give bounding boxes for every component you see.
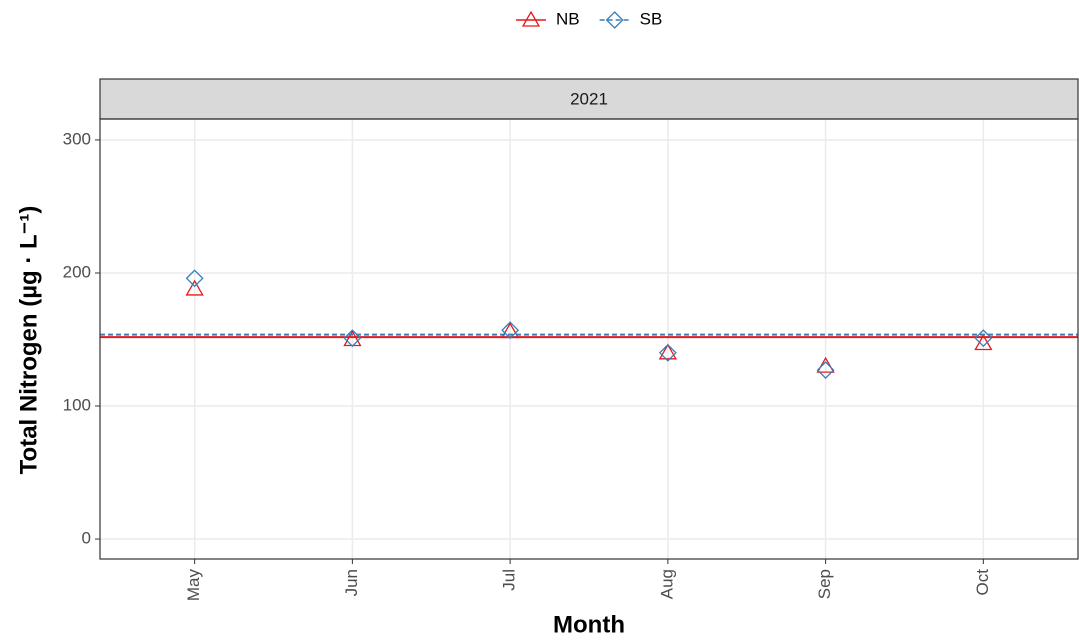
x-tick-label: Jul <box>500 569 519 591</box>
y-tick-label: 200 <box>63 262 91 281</box>
y-axis-title: Total Nitrogen (µg · L⁻¹) <box>15 206 42 475</box>
marker <box>605 11 624 29</box>
y-tick-label: 100 <box>63 395 91 414</box>
panel-label: 2021 <box>570 89 608 108</box>
x-tick-label: Oct <box>973 569 992 596</box>
legend-label: SB <box>640 9 663 28</box>
marker <box>658 343 677 362</box>
x-tick-label: Sep <box>815 569 834 599</box>
x-axis-title: Month <box>553 611 625 638</box>
marker <box>185 279 204 296</box>
marker <box>501 321 520 340</box>
legend-label: NB <box>556 9 580 28</box>
marker <box>343 329 362 348</box>
y-tick-label: 0 <box>82 529 91 548</box>
marker <box>521 10 541 27</box>
strip <box>99 78 1079 120</box>
marker <box>185 269 204 288</box>
panel-border <box>99 118 1079 560</box>
y-tick-label: 300 <box>63 129 91 148</box>
marker <box>658 343 677 360</box>
marker <box>816 361 835 380</box>
x-tick-label: Jun <box>342 569 361 596</box>
marker <box>816 356 835 373</box>
x-tick-label: May <box>184 569 203 602</box>
marker <box>974 329 993 348</box>
x-tick-label: Aug <box>657 569 676 599</box>
